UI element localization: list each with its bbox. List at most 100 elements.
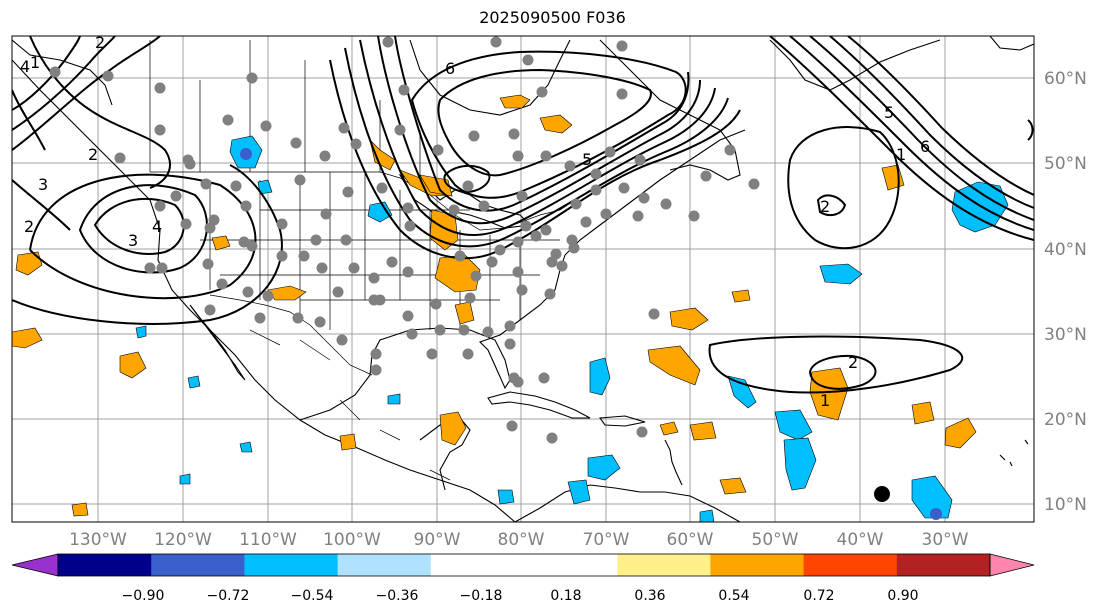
colorbar-tick-label: 0.18 [550, 588, 581, 604]
lon-label: 60°W [667, 530, 714, 550]
anomaly-neg-16 [179, 473, 191, 485]
station-dot [406, 328, 418, 340]
station-dot [276, 250, 288, 262]
station-dot [184, 158, 196, 170]
station-dot [546, 432, 558, 444]
station-dot [294, 174, 306, 186]
colorbar-segment [524, 554, 618, 576]
station-dot [590, 168, 602, 180]
lon-label: 80°W [498, 530, 545, 550]
station-dot [540, 224, 552, 236]
station-dot [540, 150, 552, 162]
anomaly-neg-18 [699, 509, 715, 522]
contour-label: 4 [152, 217, 162, 236]
station-dot [512, 236, 524, 248]
map-title: 2025090500 F036 [479, 8, 626, 27]
contour-2 [344, 47, 729, 248]
contour-18 [12, 89, 46, 151]
contour-label: 2 [24, 217, 34, 236]
lon-label: 40°W [837, 530, 884, 550]
anomaly-pos-16 [731, 289, 751, 303]
station-dot [522, 54, 534, 66]
station-dot [154, 124, 166, 136]
station-dot [298, 250, 310, 262]
lat-label: 60°N [1044, 69, 1087, 89]
hudson-bay [409, 39, 571, 116]
lesser-antilles [664, 439, 683, 486]
contour-21 [769, 36, 1034, 241]
colorbar-tick-label: 0.72 [803, 588, 834, 604]
station-dot [700, 170, 712, 182]
contour-label: 3 [128, 231, 138, 250]
anomaly-neg-19 [239, 441, 253, 453]
station-dot [404, 220, 416, 232]
contour-label: 2 [820, 197, 830, 216]
station-dot [342, 186, 354, 198]
station-dot [310, 234, 322, 246]
colorbar-tick-label: −0.54 [291, 588, 334, 604]
contour-label: 4 [20, 57, 30, 76]
station-dot [516, 190, 528, 202]
station-dot [144, 262, 156, 274]
station-dot [238, 236, 250, 248]
station-dot [648, 308, 660, 320]
station-dot [618, 182, 630, 194]
baja-california [189, 304, 246, 381]
colorbar [11, 553, 1035, 577]
station-dot [634, 154, 646, 166]
iceland-coast [989, 36, 1034, 51]
station-dot [512, 150, 524, 162]
anomaly-neg-8 [783, 437, 817, 491]
contour-28 [1027, 119, 1034, 141]
contour-20 [816, 194, 847, 217]
anomaly-neg-13 [135, 325, 147, 339]
station-dot [464, 292, 476, 304]
colorbar-segment [896, 554, 991, 576]
gulf-coast [299, 129, 746, 421]
contour-lines [12, 36, 1034, 394]
anomaly-pos-24 [71, 502, 89, 517]
station-dot [632, 210, 644, 222]
contour-label: 1 [820, 391, 830, 410]
alaska-panhandle [12, 39, 113, 106]
station-dot [316, 262, 328, 274]
anomaly-pos-25 [454, 301, 475, 325]
contour-23 [809, 36, 1034, 221]
south-america-coast [514, 484, 741, 522]
station-dot [426, 348, 438, 360]
greenland [769, 39, 941, 91]
anomaly-pos-2 [539, 114, 573, 134]
station-dot [490, 36, 502, 48]
blue-anomalies [135, 135, 1009, 522]
station-dot [382, 36, 394, 48]
station-dot [49, 66, 61, 78]
contour-3 [359, 39, 716, 236]
lon-label: 100°W [323, 530, 381, 550]
station-dot [570, 198, 582, 210]
lat-label: 50°N [1044, 154, 1087, 174]
anomaly-pos-8 [15, 251, 43, 276]
contour-15 [12, 36, 81, 111]
station-dot [222, 114, 234, 126]
lat-label: 30°N [1044, 325, 1087, 345]
strong-blue-anomalies [240, 148, 942, 520]
station-dot [556, 260, 568, 272]
anomaly-pos-12 [439, 411, 467, 446]
storm-marker [874, 486, 890, 502]
anomaly-neg-10 [567, 479, 591, 505]
station-dot [230, 180, 242, 192]
station-dot [504, 338, 516, 350]
station-dot [454, 250, 466, 262]
anomaly-neg-15 [387, 393, 401, 405]
lon-label: 110°W [239, 530, 297, 550]
colorbar-segment [337, 554, 432, 576]
station-dot [320, 208, 332, 220]
station-dot [202, 258, 214, 270]
station-dot [402, 310, 414, 322]
longitude-labels: 130°W 120°W 110°W 100°W 90°W 80°W 70°W 6… [69, 530, 969, 550]
anomaly-neg-11 [497, 489, 515, 505]
station-dot [430, 298, 442, 310]
station-dot [494, 244, 506, 256]
station-dot [458, 324, 470, 336]
station-dot [432, 144, 444, 156]
